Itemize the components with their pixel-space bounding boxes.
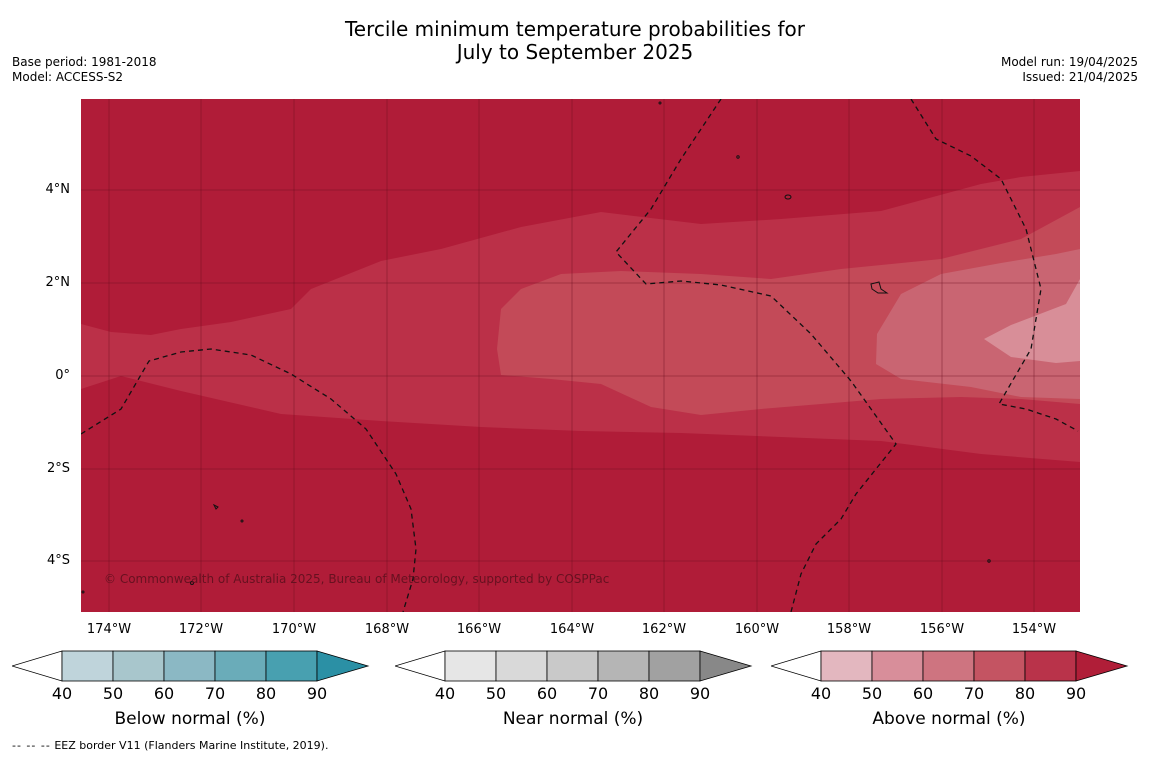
colorbar-extend-high	[1075, 650, 1129, 682]
colorbar-segment	[214, 650, 267, 682]
colorbar-tick: 70	[204, 684, 226, 703]
colorbar-segment	[444, 650, 497, 682]
colorbar-segment	[597, 650, 650, 682]
colorbar-segment	[265, 650, 318, 682]
eez-source-text: EEZ border V11 (Flanders Marine Institut…	[54, 739, 329, 752]
colorbar-near-svg	[395, 650, 753, 682]
y-tick-label: 2°N	[45, 275, 71, 290]
colorbar-segment	[546, 650, 599, 682]
map-svg: © Commonwealth of Australia 2025, Bureau…	[80, 98, 1080, 613]
colorbar-tick: 50	[861, 684, 883, 703]
colorbar-label: Near normal (%)	[502, 709, 644, 729]
colorbar-extend-high	[316, 650, 370, 682]
model-name: Model: ACCESS-S2	[12, 70, 124, 84]
title-line-1: Tercile minimum temperature probabilitie…	[344, 17, 806, 41]
colorbar-tick: 40	[51, 684, 73, 703]
x-tick-label: 166°W	[456, 622, 502, 637]
base-model-info: Base period: 1981-2018 Model: ACCESS-S2	[12, 55, 157, 85]
colorbar-above-svg	[771, 650, 1129, 682]
run-issue-info: Model run: 19/04/2025 Issued: 21/04/2025	[1001, 55, 1138, 85]
colorbar-tick: 70	[587, 684, 609, 703]
issued-date: Issued: 21/04/2025	[1022, 70, 1138, 84]
colorbar-tick: 80	[1014, 684, 1036, 703]
colorbar-segment	[820, 650, 873, 682]
colorbar-tick: 40	[434, 684, 456, 703]
colorbar-segment	[648, 650, 701, 682]
probability-map: © Commonwealth of Australia 2025, Bureau…	[80, 98, 1080, 613]
colorbar-tick: 60	[912, 684, 934, 703]
colorbar-segment	[973, 650, 1026, 682]
colorbar-tick: 50	[485, 684, 507, 703]
colorbar-tick: 90	[689, 684, 711, 703]
colorbar-segment	[871, 650, 924, 682]
colorbar-below-svg	[12, 650, 370, 682]
x-tick-label: 164°W	[549, 622, 595, 637]
colorbar-segment	[163, 650, 216, 682]
base-period: Base period: 1981-2018	[12, 55, 157, 69]
colorbar-extend-low	[12, 650, 63, 682]
colorbar-extend-low	[395, 650, 446, 682]
colorbar-extend-high	[699, 650, 753, 682]
colorbar-tick: 90	[1065, 684, 1087, 703]
island-outlines	[81, 101, 991, 594]
region-50	[876, 249, 1080, 399]
x-tick-label: 154°W	[1011, 622, 1057, 637]
y-tick-label: 2°S	[46, 461, 70, 476]
colorbar-segment	[61, 650, 114, 682]
x-tick-label: 168°W	[364, 622, 410, 637]
colorbar-tick: 80	[638, 684, 660, 703]
colorbar-tick: 40	[810, 684, 832, 703]
y-tick-label: 4°N	[45, 182, 71, 197]
x-tick-label: 160°W	[734, 622, 780, 637]
colorbar-tick: 80	[255, 684, 277, 703]
colorbar-tick: 60	[536, 684, 558, 703]
copyright-text: © Commonwealth of Australia 2025, Bureau…	[104, 572, 609, 586]
colorbar-tick: 90	[306, 684, 328, 703]
colorbar-tick: 50	[102, 684, 124, 703]
x-tick-label: 156°W	[919, 622, 965, 637]
colorbar-tick: 60	[153, 684, 175, 703]
eez-line-sample: -- -- --	[12, 739, 51, 752]
colorbar-extend-low	[771, 650, 822, 682]
title-line-2: July to September 2025	[456, 40, 694, 64]
y-tick-label: 0°	[55, 368, 70, 383]
gridlines	[81, 99, 1080, 612]
colorbar-segment	[922, 650, 975, 682]
x-tick-label: 174°W	[86, 622, 132, 637]
colorbar-segment	[495, 650, 548, 682]
x-tick-label: 162°W	[641, 622, 687, 637]
colorbar-tick: 70	[963, 684, 985, 703]
x-tick-label: 172°W	[178, 622, 224, 637]
y-tick-label: 4°S	[46, 553, 70, 568]
eez-borders	[80, 98, 1079, 613]
colorbar-label: Below normal (%)	[114, 709, 266, 729]
chart-title: Tercile minimum temperature probabilitie…	[0, 18, 1150, 64]
colorbar-segment	[1024, 650, 1077, 682]
x-tick-label: 158°W	[826, 622, 872, 637]
region-40	[984, 279, 1080, 363]
model-run: Model run: 19/04/2025	[1000, 55, 1138, 69]
colorbar-label: Above normal (%)	[872, 709, 1026, 729]
colorbar-segment	[112, 650, 165, 682]
footer-legend: -- -- -- EEZ border V11 (Flanders Marine…	[12, 739, 328, 752]
x-tick-label: 170°W	[271, 622, 317, 637]
